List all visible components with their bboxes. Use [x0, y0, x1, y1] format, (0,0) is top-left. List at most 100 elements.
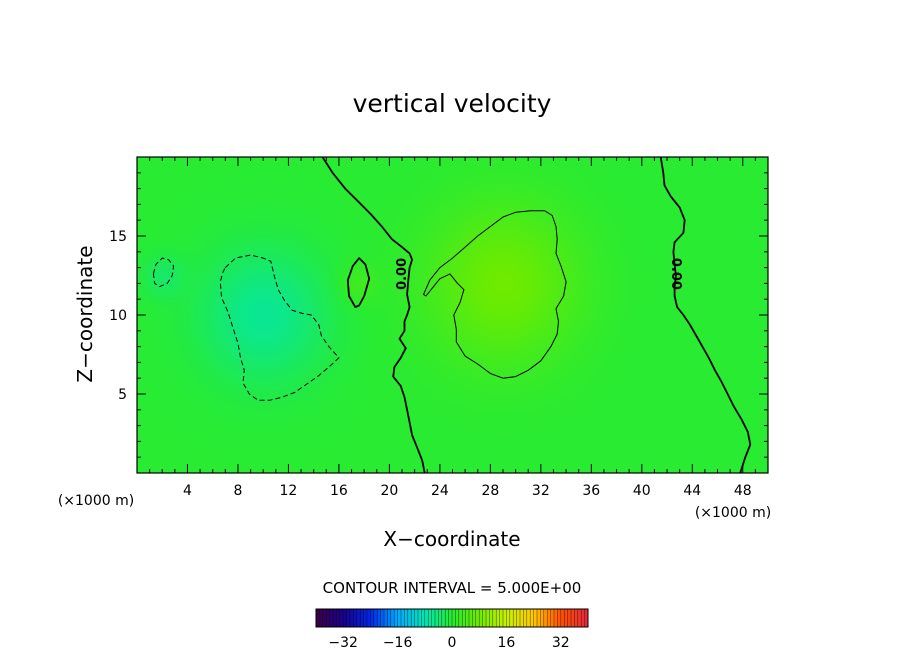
colorbar-cell	[353, 609, 358, 627]
colorbar-cell	[581, 609, 585, 627]
colorbar-cell	[472, 609, 477, 627]
colorbar-cell	[445, 609, 449, 627]
colorbar-cell	[363, 609, 368, 627]
colorbar: −32 −16 0 16 32	[315, 608, 589, 651]
colorbar-cell	[394, 609, 398, 627]
colorbar-cell	[533, 609, 538, 627]
x-tick-label: 32	[532, 483, 550, 499]
contour-labels: 0.00 0.00	[395, 258, 683, 290]
colorbar-cell	[333, 609, 337, 627]
x-axis-ticks: 4 8 12 16 20 24 28 32 36 40 44 48	[149, 157, 756, 499]
colorbar-cell	[482, 609, 487, 627]
velocity-field	[137, 157, 768, 473]
y-axis-ticks: 5 10 15	[109, 172, 768, 458]
colorbar-cell	[567, 609, 572, 627]
colorbar-cell	[543, 609, 548, 627]
colorbar-cell	[554, 609, 558, 627]
colorbar-cell	[428, 609, 432, 627]
colorbar-cell	[577, 609, 582, 627]
colorbar-cell	[560, 609, 565, 627]
x-axis-unit-left: (×1000 m)	[58, 493, 134, 509]
contour-line	[659, 156, 752, 474]
colorbar-cell	[462, 609, 466, 627]
y-tick-label: 15	[109, 229, 127, 245]
colorbar-cell	[564, 609, 568, 627]
colorbar-cell	[499, 609, 504, 627]
colorbar-cell	[441, 609, 446, 627]
colorbar-frame	[315, 608, 589, 628]
colorbar-cell	[496, 609, 500, 627]
colorbar-cell	[326, 609, 330, 627]
colorbar-cell	[448, 609, 453, 627]
chart-title: vertical velocity	[353, 89, 552, 118]
colorbar-cell	[322, 609, 327, 627]
colorbar-cell	[550, 609, 555, 627]
contour-line	[219, 254, 340, 401]
colorbar-cell	[435, 609, 439, 627]
colorbar-cell	[503, 609, 507, 627]
colorbar-cell	[414, 609, 419, 627]
colorbar-cell	[329, 609, 334, 627]
colorbar-cell	[540, 609, 545, 627]
colorbar-cell	[377, 609, 381, 627]
colorbar-cell	[465, 609, 470, 627]
y-tick-label: 10	[109, 308, 127, 324]
x-tick-label: 40	[633, 483, 651, 499]
colorbar-tick-label: −16	[383, 635, 413, 651]
colorbar-cell	[469, 609, 473, 627]
contour-line	[346, 257, 371, 309]
colorbar-cell	[390, 609, 395, 627]
colorbar-cell	[475, 609, 480, 627]
colorbar-cell	[492, 609, 497, 627]
colorbar-cell	[421, 609, 426, 627]
x-tick-label: 4	[183, 483, 192, 499]
x-tick-label: 48	[734, 483, 752, 499]
colorbar-cell	[547, 609, 551, 627]
contour-line	[321, 156, 426, 474]
colorbar-cell	[438, 609, 443, 627]
colorbar-cell	[418, 609, 422, 627]
x-axis-unit-right: (×1000 m)	[695, 505, 771, 521]
colorbar-cell	[506, 609, 511, 627]
contour-lines	[152, 156, 752, 474]
colorbar-cell	[458, 609, 463, 627]
contour-interval-note: CONTOUR INTERVAL = 5.000E+00	[323, 579, 582, 597]
colorbar-cell	[584, 609, 589, 627]
colorbar-cell	[350, 609, 354, 627]
x-tick-label: 20	[380, 483, 398, 499]
contour-line	[423, 210, 567, 379]
colorbar-cell	[370, 609, 375, 627]
colorbar-cell	[316, 609, 320, 627]
contour-label: 0.00	[668, 258, 683, 290]
colorbar-cell	[479, 609, 483, 627]
y-tick-label: 5	[118, 387, 127, 403]
colorbar-cell	[407, 609, 412, 627]
colorbar-cell	[452, 609, 456, 627]
colorbar-cell	[489, 609, 494, 627]
x-tick-label: 28	[481, 483, 499, 499]
colorbar-cell	[571, 609, 575, 627]
colorbar-cell	[523, 609, 528, 627]
colorbar-cell	[319, 609, 324, 627]
colorbar-tick-label: −32	[328, 635, 358, 651]
colorbar-cell	[360, 609, 364, 627]
colorbar-cell	[356, 609, 361, 627]
colorbar-cell	[513, 609, 517, 627]
colorbar-cell	[384, 609, 388, 627]
x-axis-title: X−coordinate	[383, 527, 520, 551]
colorbar-cell	[516, 609, 521, 627]
colorbar-cell	[367, 609, 371, 627]
contour-label: 0.00	[395, 258, 410, 290]
colorbar-cell	[526, 609, 531, 627]
colorbar-cell	[336, 609, 341, 627]
x-tick-label: 12	[280, 483, 298, 499]
colorbar-tick-label: 0	[448, 635, 457, 651]
colorbar-cell	[343, 609, 347, 627]
colorbar-tick-label: 16	[497, 635, 515, 651]
colorbar-cell	[455, 609, 460, 627]
colorbar-cell	[404, 609, 409, 627]
colorbar-cell	[397, 609, 402, 627]
colorbar-cell	[339, 609, 344, 627]
